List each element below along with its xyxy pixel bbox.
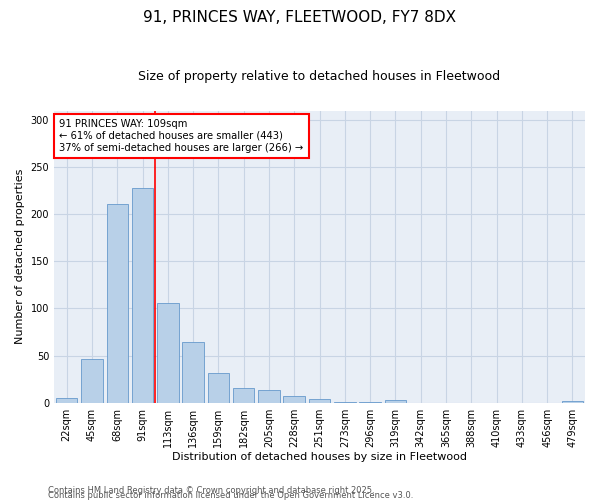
Bar	[562, 401, 583, 402]
Bar	[132, 188, 153, 402]
Title: Size of property relative to detached houses in Fleetwood: Size of property relative to detached ho…	[139, 70, 500, 83]
Text: 91, PRINCES WAY, FLEETWOOD, FY7 8DX: 91, PRINCES WAY, FLEETWOOD, FY7 8DX	[143, 10, 457, 25]
Bar	[385, 400, 406, 402]
Bar	[208, 372, 229, 402]
Bar	[81, 360, 103, 403]
Y-axis label: Number of detached properties: Number of detached properties	[15, 169, 25, 344]
Bar	[283, 396, 305, 402]
X-axis label: Distribution of detached houses by size in Fleetwood: Distribution of detached houses by size …	[172, 452, 467, 462]
Bar	[182, 342, 204, 402]
Bar	[107, 204, 128, 402]
Text: Contains public sector information licensed under the Open Government Licence v3: Contains public sector information licen…	[48, 491, 413, 500]
Bar	[233, 388, 254, 402]
Bar	[309, 399, 330, 402]
Bar	[157, 303, 179, 402]
Bar	[258, 390, 280, 402]
Bar	[56, 398, 77, 402]
Text: 91 PRINCES WAY: 109sqm
← 61% of detached houses are smaller (443)
37% of semi-de: 91 PRINCES WAY: 109sqm ← 61% of detached…	[59, 120, 304, 152]
Text: Contains HM Land Registry data © Crown copyright and database right 2025.: Contains HM Land Registry data © Crown c…	[48, 486, 374, 495]
